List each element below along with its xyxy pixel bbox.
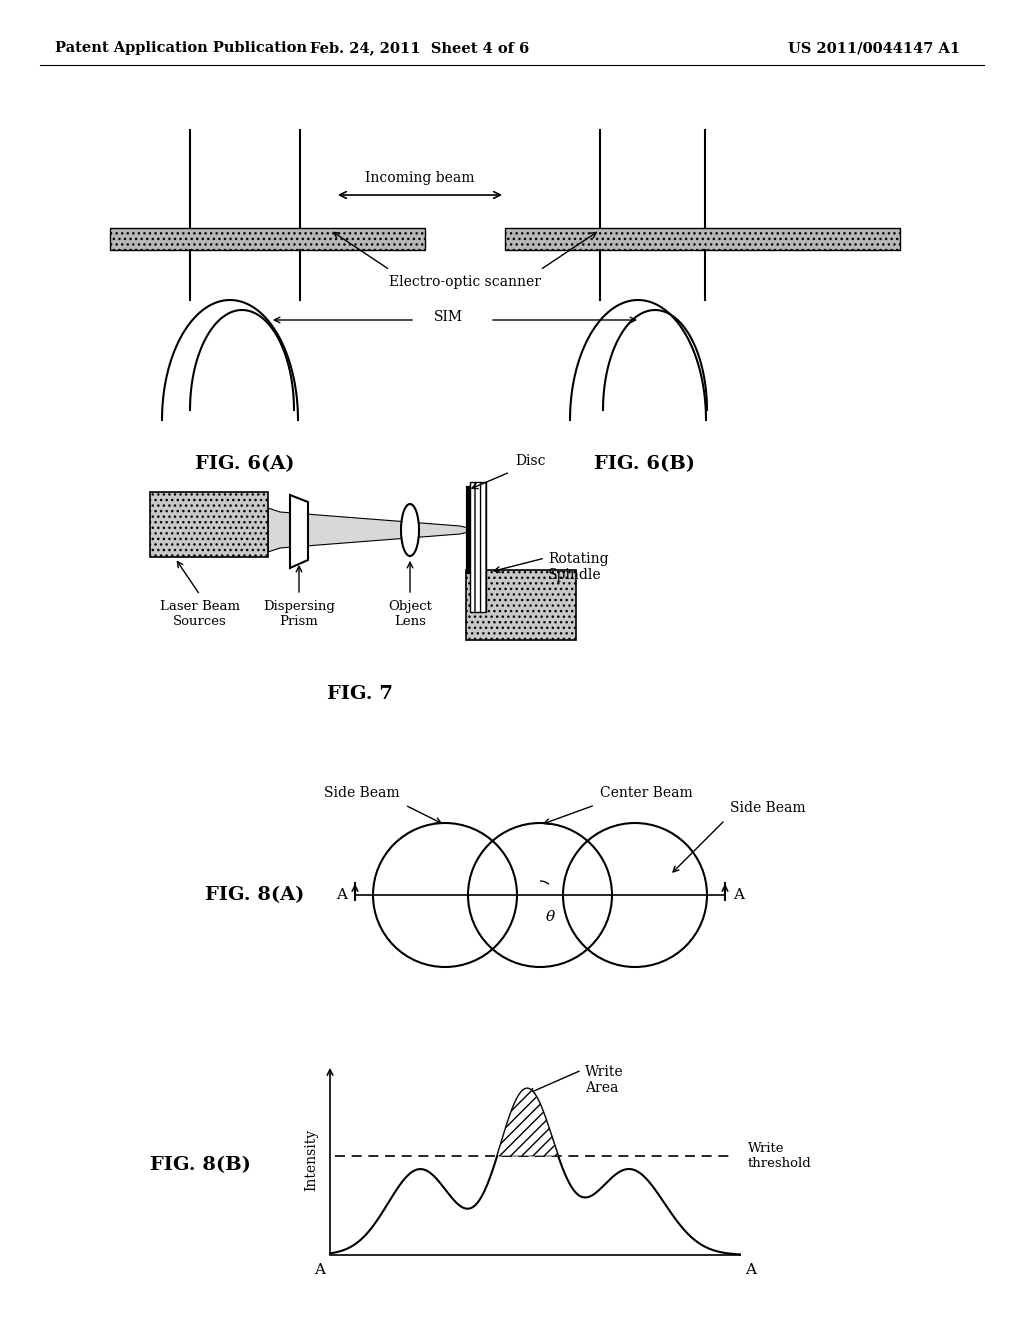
Text: Object
Lens: Object Lens [388, 601, 432, 628]
Polygon shape [268, 508, 468, 552]
Text: Dispersing
Prism: Dispersing Prism [263, 601, 335, 628]
Text: A: A [314, 1263, 325, 1276]
Bar [466, 570, 575, 640]
Text: FIG. 8(A): FIG. 8(A) [206, 886, 305, 904]
Polygon shape [290, 495, 308, 568]
Bar [470, 482, 486, 612]
Text: Write
Area: Write Area [585, 1065, 624, 1096]
Bar [110, 228, 425, 249]
Text: Intensity: Intensity [304, 1129, 318, 1191]
Text: Electro-optic scanner: Electro-optic scanner [389, 275, 541, 289]
Text: Patent Application Publication: Patent Application Publication [55, 41, 307, 55]
Bar [150, 492, 268, 557]
Text: Laser Beam
Sources: Laser Beam Sources [160, 601, 240, 628]
Text: FIG. 7: FIG. 7 [327, 685, 393, 704]
Bar [505, 228, 900, 249]
Text: Side Beam: Side Beam [325, 785, 400, 800]
Text: Rotating
Spindle: Rotating Spindle [548, 552, 608, 582]
Text: US 2011/0044147 A1: US 2011/0044147 A1 [787, 41, 961, 55]
Text: FIG. 8(B): FIG. 8(B) [150, 1156, 251, 1173]
Text: Incoming beam: Incoming beam [366, 172, 475, 185]
Text: FIG. 6(B): FIG. 6(B) [595, 455, 695, 473]
Text: A: A [745, 1263, 756, 1276]
Text: θ: θ [546, 909, 555, 924]
Text: A: A [733, 888, 744, 902]
Text: FIG. 6(A): FIG. 6(A) [196, 455, 295, 473]
Polygon shape [498, 1089, 558, 1156]
Text: A: A [336, 888, 347, 902]
Text: Write
threshold: Write threshold [748, 1142, 812, 1170]
Text: Center Beam: Center Beam [600, 785, 693, 800]
Text: Side Beam: Side Beam [730, 801, 806, 814]
Text: Feb. 24, 2011  Sheet 4 of 6: Feb. 24, 2011 Sheet 4 of 6 [310, 41, 529, 55]
Text: SIM: SIM [433, 310, 463, 323]
Ellipse shape [401, 504, 419, 556]
Text: Disc: Disc [515, 454, 546, 469]
